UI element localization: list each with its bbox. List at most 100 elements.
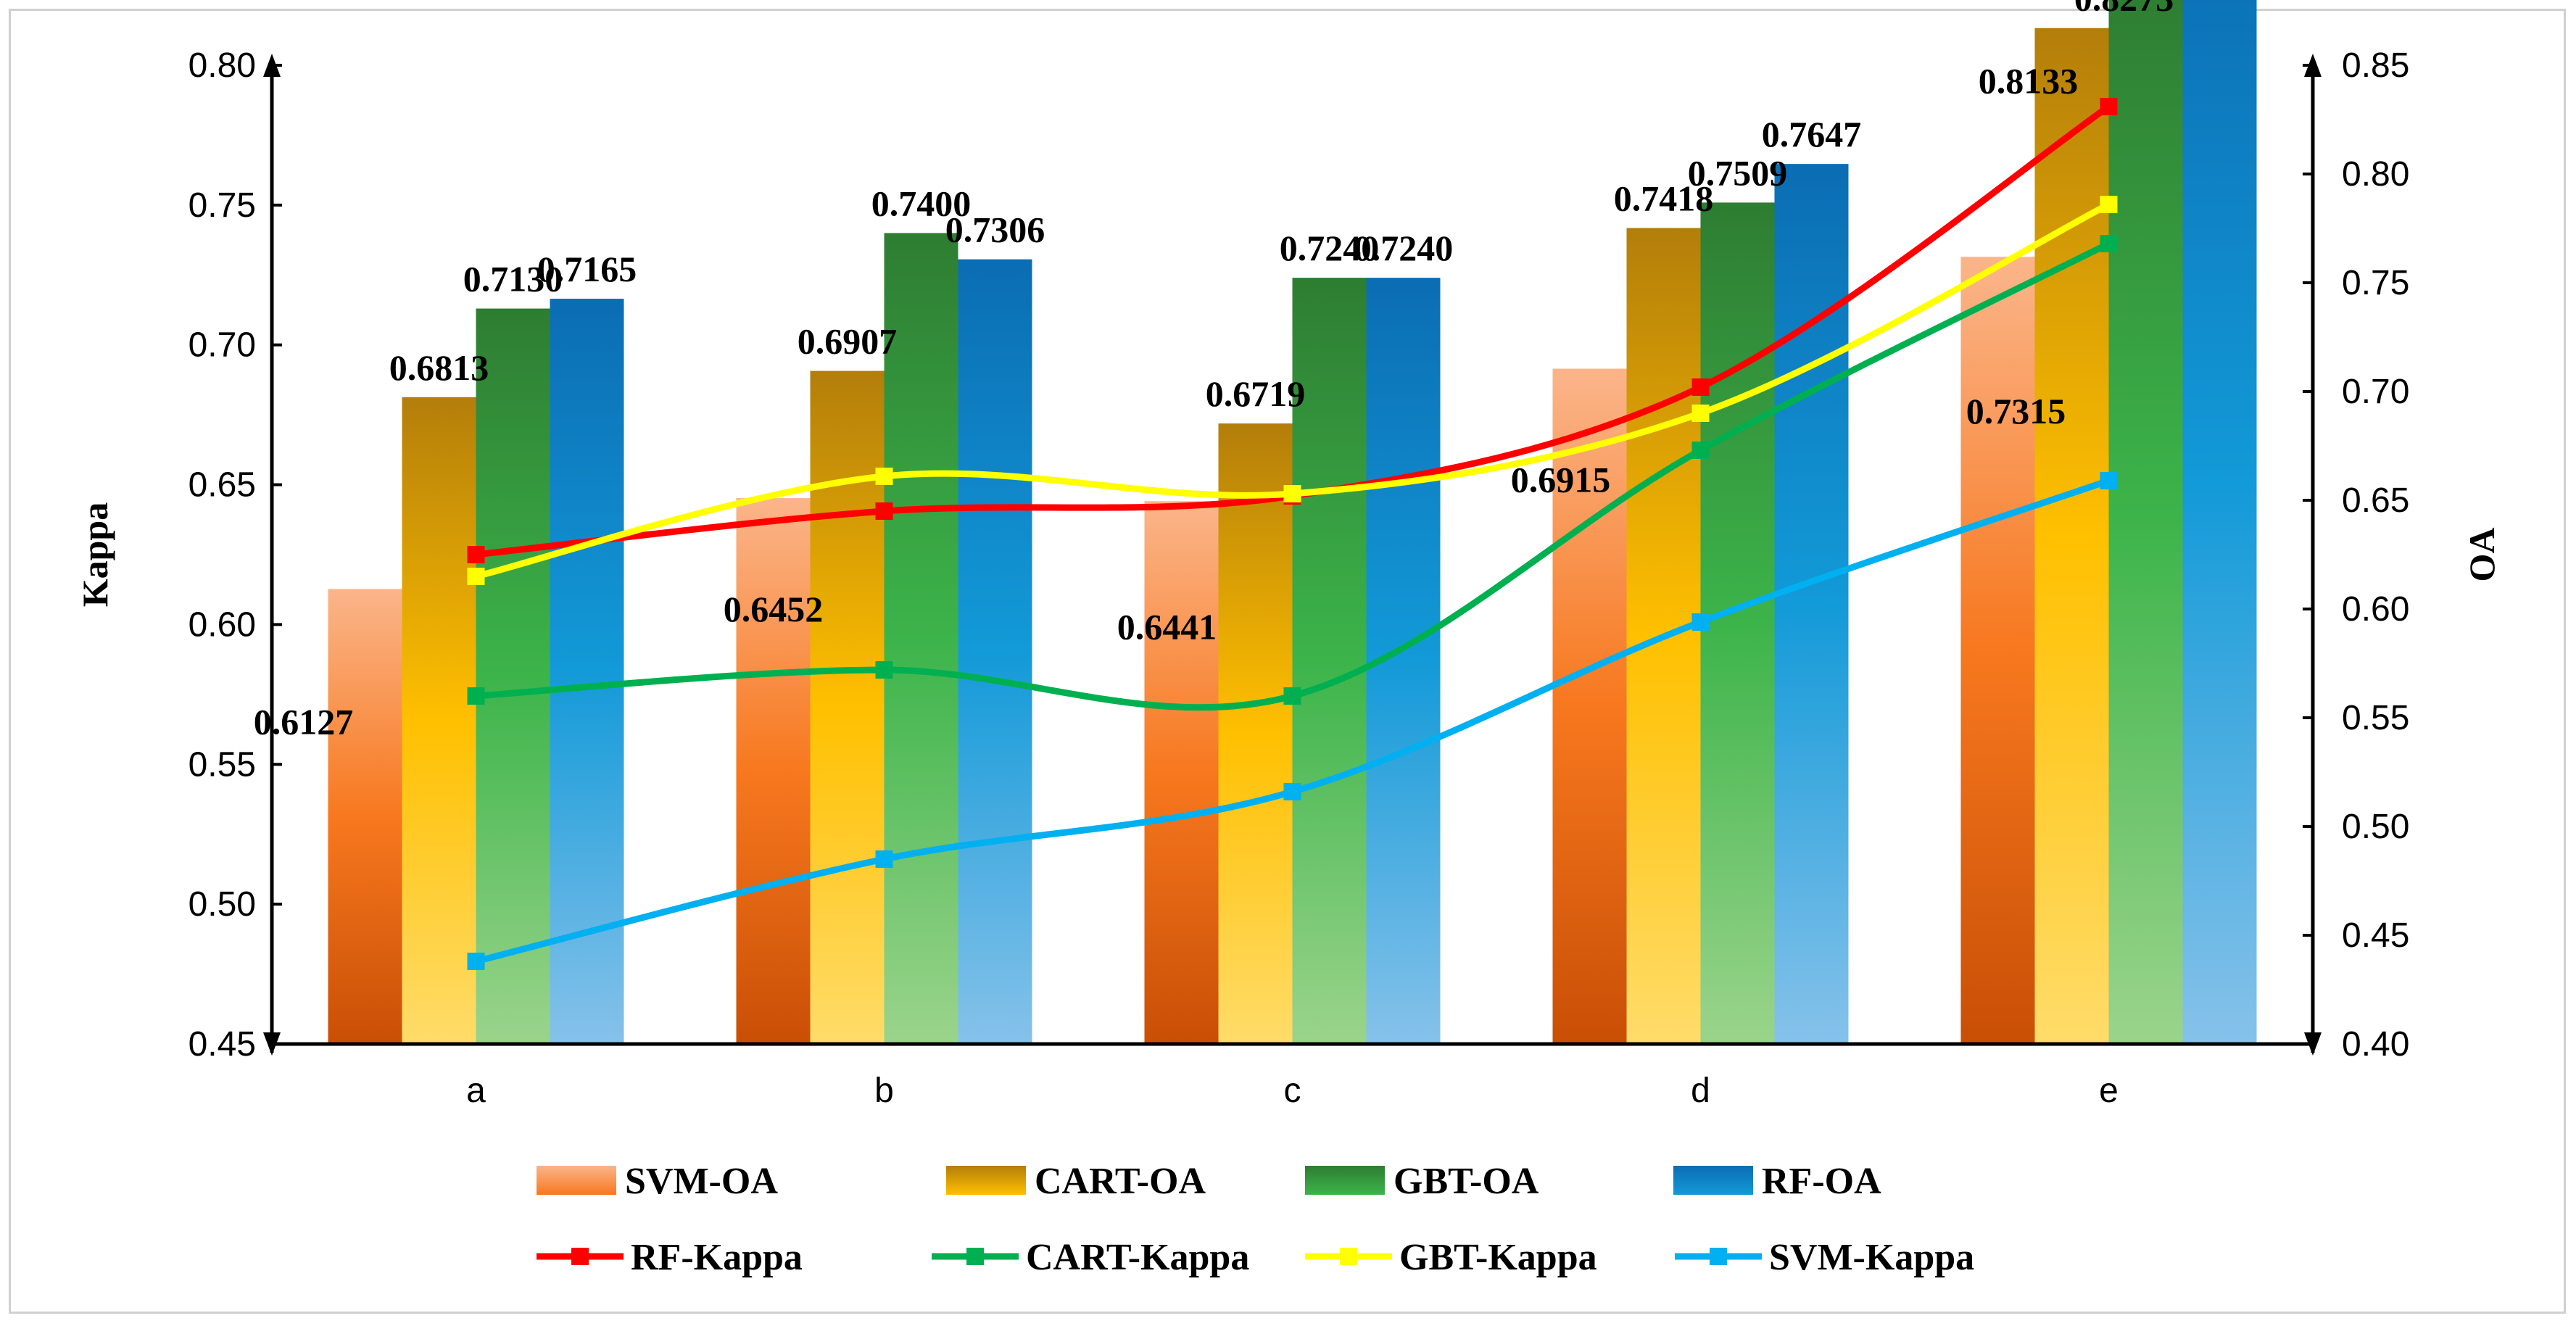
- data-label-cart-oa-d: 0.7418: [1614, 178, 1714, 218]
- left-tick-label: 0.50: [189, 885, 256, 924]
- bar-gbt-oa-d: [1700, 202, 1775, 1044]
- bar-rf-oa-b: [958, 259, 1032, 1045]
- legend-marker-svm-kappa: [1710, 1248, 1727, 1265]
- bar-gbt-oa-e: [2108, 0, 2183, 1045]
- bar-cart-oa-b: [810, 370, 885, 1045]
- legend-label-gbt-kappa: GBT-Kappa: [1399, 1237, 1597, 1278]
- left-tick-label: 0.45: [189, 1025, 256, 1064]
- data-label-gbt-oa-e: 0.8273: [2074, 0, 2174, 19]
- legend-label-svm-kappa: SVM-Kappa: [1769, 1237, 1974, 1278]
- marker-gbt-kappa-e: [2100, 196, 2118, 213]
- marker-cart-kappa-a: [467, 687, 485, 705]
- data-label-svm-oa-a: 0.6127: [254, 701, 354, 742]
- x-tick-label-a: a: [466, 1072, 486, 1110]
- marker-svm-kappa-d: [1691, 613, 1710, 631]
- right-axis-title: OA: [2461, 528, 2502, 582]
- bar-rf-oa-d: [1774, 164, 1849, 1045]
- data-label-rf-oa-a: 0.7165: [537, 249, 637, 289]
- left-tick-label: 0.65: [189, 466, 256, 505]
- legend-label-rf-kappa: RF-Kappa: [631, 1237, 803, 1278]
- legend-label-gbt-oa: GBT-OA: [1393, 1161, 1539, 1202]
- data-label-cart-oa-b: 0.6907: [798, 321, 898, 362]
- legend-marker-gbt-kappa: [1340, 1248, 1357, 1265]
- lines-layer: [467, 98, 2118, 970]
- data-labels-layer: 0.6127 0.6452 0.6441 0.6915 0.7315 0.6813 0.69…: [254, 0, 2174, 742]
- x-tick-label-b: b: [874, 1072, 894, 1110]
- marker-rf-kappa-d: [1691, 378, 1710, 396]
- chart-frame: [9, 9, 2566, 1314]
- data-label-gbt-oa-c: 0.7240: [1280, 228, 1380, 268]
- marker-gbt-kappa-a: [467, 568, 485, 585]
- right-tick-label: 0.60: [2342, 590, 2409, 629]
- right-tick-label: 0.75: [2342, 264, 2409, 302]
- bar-gbt-oa-a: [476, 308, 550, 1045]
- right-tick-label: 0.55: [2342, 699, 2409, 737]
- marker-cart-kappa-e: [2100, 235, 2118, 252]
- marker-rf-kappa-e: [2100, 98, 2118, 115]
- marker-rf-kappa-b: [875, 502, 893, 520]
- marker-cart-kappa-d: [1691, 442, 1710, 459]
- bar-cart-oa-c: [1218, 423, 1293, 1044]
- marker-gbt-kappa-b: [875, 468, 893, 485]
- bar-rf-oa-e: [2182, 0, 2257, 1045]
- data-label-cart-oa-e: 0.8133: [1979, 61, 2079, 102]
- left-tick-label: 0.80: [189, 46, 256, 85]
- bar-svm-oa-b: [736, 498, 811, 1044]
- bar-svm-oa-a: [328, 589, 402, 1044]
- legend-label-svm-oa: SVM-OA: [625, 1161, 778, 1202]
- data-label-rf-oa-d: 0.7647: [1762, 114, 1862, 154]
- data-label-rf-oa-b: 0.7306: [945, 210, 1045, 250]
- left-tick-label: 0.75: [189, 186, 256, 225]
- legend-label-cart-oa: CART-OA: [1035, 1161, 1206, 1202]
- data-label-gbt-oa-d: 0.7509: [1688, 152, 1788, 193]
- legend-marker-cart-kappa: [966, 1248, 984, 1265]
- data-label-gbt-oa-b: 0.7400: [871, 183, 972, 223]
- marker-cart-kappa-c: [1283, 687, 1301, 705]
- bars-layer: [328, 0, 2257, 1045]
- data-label-svm-oa-d: 0.6915: [1511, 460, 1611, 500]
- data-label-cart-oa-a: 0.6813: [389, 347, 489, 388]
- data-label-svm-oa-b: 0.6452: [724, 589, 824, 629]
- right-tick-label: 0.45: [2342, 916, 2409, 955]
- marker-svm-kappa-e: [2100, 472, 2118, 489]
- data-label-rf-oa-c: 0.7240: [1354, 228, 1454, 268]
- bar-gbt-oa-b: [884, 233, 958, 1044]
- marker-svm-kappa-b: [875, 850, 893, 868]
- marker-gbt-kappa-d: [1691, 405, 1710, 422]
- right-tick-label: 0.40: [2342, 1025, 2409, 1064]
- marker-cart-kappa-b: [875, 661, 893, 679]
- legend-label-rf-oa: RF-OA: [1762, 1161, 1881, 1202]
- legend: SVM-OA CART-OA GBT-OA RF-OA RF-Kappa CART-Kap…: [537, 1161, 1974, 1278]
- x-tick-label-d: d: [1691, 1072, 1710, 1110]
- left-tick-label: 0.60: [189, 605, 256, 644]
- data-label-cart-oa-c: 0.6719: [1206, 373, 1306, 414]
- legend-swatch-svm-oa: [537, 1166, 616, 1195]
- right-tick-label: 0.80: [2342, 155, 2409, 194]
- marker-rf-kappa-a: [467, 546, 485, 563]
- data-label-gbt-oa-a: 0.7130: [463, 259, 563, 299]
- data-label-svm-oa-e: 0.7315: [1966, 391, 2066, 431]
- legend-swatch-cart-oa: [946, 1166, 1026, 1195]
- right-tick-label: 0.50: [2342, 808, 2409, 846]
- axes-layer: 0.45 0.50 0.55 0.60 0.65 0.70 0.75 0.80 0.40 0.45…: [75, 46, 2502, 1110]
- right-tick-label: 0.85: [2342, 46, 2409, 85]
- legend-marker-rf-kappa: [571, 1248, 589, 1265]
- left-tick-label: 0.55: [189, 745, 256, 784]
- bar-gbt-oa-c: [1292, 278, 1367, 1045]
- legend-label-cart-kappa: CART-Kappa: [1026, 1237, 1249, 1278]
- bar-rf-oa-a: [550, 299, 624, 1045]
- right-tick-label: 0.70: [2342, 373, 2409, 411]
- marker-svm-kappa-c: [1283, 783, 1301, 800]
- left-tick-label: 0.70: [189, 326, 256, 365]
- x-tick-label-c: c: [1284, 1072, 1301, 1110]
- legend-swatch-rf-oa: [1673, 1166, 1753, 1195]
- x-tick-label-e: e: [2099, 1072, 2119, 1110]
- right-tick-label: 0.65: [2342, 481, 2409, 520]
- data-label-svm-oa-c: 0.6441: [1117, 606, 1217, 647]
- bar-cart-oa-a: [402, 397, 476, 1044]
- bar-svm-oa-d: [1552, 368, 1627, 1044]
- bar-svm-oa-c: [1144, 501, 1219, 1044]
- bar-svm-oa-e: [1960, 257, 2035, 1044]
- left-axis-title: Kappa: [75, 502, 115, 608]
